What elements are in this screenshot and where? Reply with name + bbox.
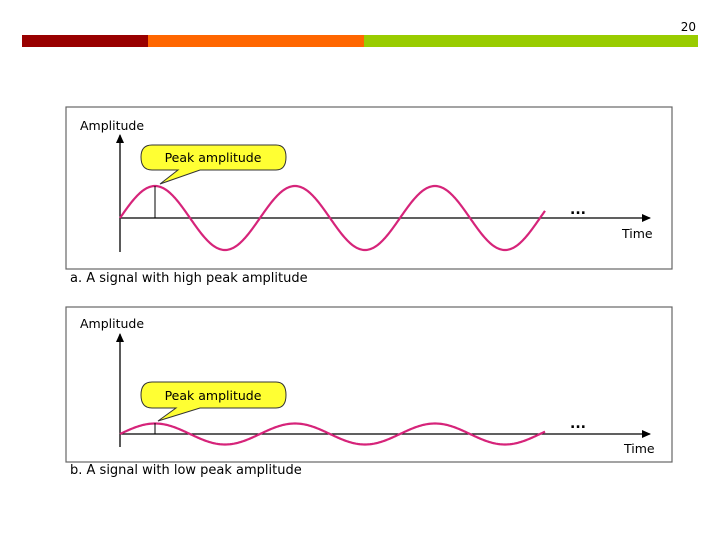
x-axis-label: Time xyxy=(621,226,653,241)
panel-low-amplitude: Amplitude Time ... Peak amplitude b. A s… xyxy=(65,306,673,478)
peak-amplitude-callout: Peak amplitude xyxy=(140,144,287,185)
panel-caption: a. A signal with high peak amplitude xyxy=(70,271,308,286)
header-bar-segment-green xyxy=(364,35,698,47)
y-axis-label: Amplitude xyxy=(80,316,144,331)
panel-frame xyxy=(65,106,673,270)
callout-label: Peak amplitude xyxy=(165,388,262,403)
panel-caption: b. A signal with low peak amplitude xyxy=(70,463,302,478)
header-bar-segment-orange xyxy=(148,35,364,47)
continuation-dots: ... xyxy=(570,202,586,218)
y-axis-label: Amplitude xyxy=(80,118,144,133)
continuation-dots: ... xyxy=(570,416,586,432)
header-bar-segment-red xyxy=(22,35,148,47)
page-number: 20 xyxy=(680,20,696,34)
panel-high-amplitude: Amplitude Time ... Peak amplitude a. A s… xyxy=(65,106,673,286)
header-color-bar xyxy=(22,35,698,47)
signal-wave-low xyxy=(119,422,546,446)
x-axis-label: Time xyxy=(623,441,655,456)
callout-bubble xyxy=(140,144,287,185)
peak-amplitude-callout: Peak amplitude xyxy=(140,381,287,422)
signal-wave-high xyxy=(119,184,546,252)
callout-bubble xyxy=(140,381,287,422)
callout-label: Peak amplitude xyxy=(165,150,262,165)
